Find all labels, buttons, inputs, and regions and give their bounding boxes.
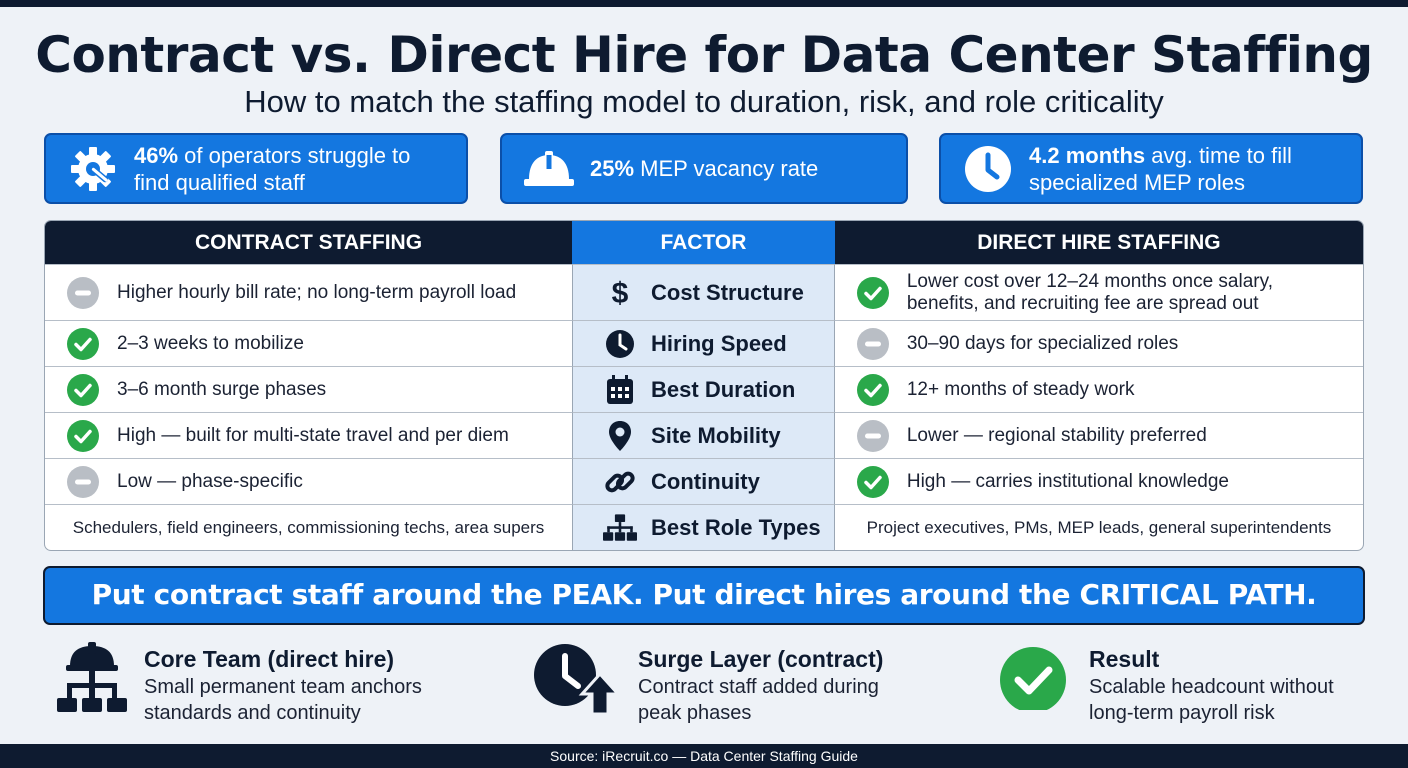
stat-text: of operators struggle to (178, 142, 411, 168)
stat-text-line2: find qualified staff (134, 169, 305, 195)
dollar-icon: $ (603, 278, 637, 308)
direct-hire-text: Project executives, PMs, MEP leads, gene… (866, 517, 1332, 537)
direct-hire-text: High — carries institutional knowledge (906, 470, 1229, 492)
factor-cell: Hiring Speed (572, 320, 835, 366)
factor-cell: Continuity (572, 458, 835, 504)
clock-arrow-up-icon (532, 640, 638, 725)
location-pin-icon (603, 420, 637, 452)
source-footer: Source: iRecruit.co — Data Center Staffi… (0, 744, 1408, 768)
contract-text: 3–6 month surge phases (117, 378, 327, 400)
contract-cell: High — built for multi-state travel and … (45, 412, 573, 458)
stat-text-line2: specialized MEP roles (1029, 169, 1246, 195)
surge-layer-title: Surge Layer (contract) (638, 646, 884, 672)
check-icon (67, 419, 99, 452)
minus-icon (67, 465, 99, 498)
direct-hire-text: 12+ months of steady work (906, 378, 1135, 400)
check-icon (856, 465, 889, 498)
calendar-icon (603, 374, 637, 405)
check-icon (856, 276, 889, 309)
result-title: Result (1089, 646, 1160, 672)
contract-text: 2–3 weeks to mobilize (117, 332, 304, 354)
direct-hire-text: 30–90 days for specialized roles (906, 332, 1179, 354)
check-circle-icon (999, 640, 1089, 725)
table-row: Low — phase-specific Continuity High — car… (45, 458, 1363, 504)
factor-cell: $ Cost Structure (572, 264, 835, 320)
stat-card-vacancy: 25% MEP vacancy rate (500, 133, 908, 204)
gear-wrench-icon (60, 144, 126, 194)
minus-icon (856, 419, 889, 452)
factor-cell: Site Mobility (572, 412, 835, 458)
factor-label: Site Mobility (651, 422, 781, 448)
minus-icon (856, 327, 889, 360)
core-team-item: Core Team (direct hire) Small permanent … (54, 640, 422, 725)
contract-text: High — built for multi-state travel and … (117, 424, 509, 446)
surge-layer-desc-2: peak phases (638, 702, 752, 724)
direct-hire-text-line2: benefits, and recruiting fee are spread … (906, 292, 1259, 314)
hard-hat-org-icon (54, 640, 144, 725)
minus-icon (67, 276, 99, 309)
direct-hire-cell: Project executives, PMs, MEP leads, gene… (834, 504, 1363, 550)
factor-label: Best Role Types (651, 514, 821, 540)
check-icon (67, 327, 99, 360)
factor-label: Continuity (651, 468, 760, 494)
contract-cell: 3–6 month surge phases (45, 366, 573, 412)
stat-value: 46% (134, 142, 179, 168)
table-row: High — built for multi-state travel and … (45, 412, 1363, 458)
clock-icon (603, 329, 637, 359)
contract-cell: Higher hourly bill rate; no long-term pa… (45, 264, 573, 320)
link-icon (603, 466, 637, 498)
table-header-row: CONTRACT STAFFING FACTOR DIRECT HIRE STA… (45, 221, 1363, 264)
direct-hire-cell: Lower cost over 12–24 months once salary… (834, 264, 1363, 320)
contract-text: Low — phase-specific (117, 470, 303, 492)
header-contract: CONTRACT STAFFING (45, 221, 573, 264)
stat-value: 4.2 months (1029, 142, 1146, 168)
svg-text:$: $ (612, 278, 629, 308)
factor-label: Best Duration (651, 376, 796, 402)
stat-value: 25% (590, 156, 635, 181)
result-desc-2: long-term payroll risk (1089, 702, 1275, 724)
core-team-desc-2: standards and continuity (144, 702, 361, 724)
contract-cell: Low — phase-specific (45, 458, 573, 504)
table-row: Schedulers, field engineers, commissioni… (45, 504, 1363, 550)
factor-cell: Best Duration (572, 366, 835, 412)
direct-hire-text: Lower — regional stability preferred (906, 424, 1207, 446)
core-team-title: Core Team (direct hire) (144, 646, 395, 672)
direct-hire-cell: 30–90 days for specialized roles (834, 320, 1363, 366)
page-subtitle: How to match the staffing model to durat… (244, 84, 1164, 119)
check-icon (67, 373, 99, 406)
table-row: Higher hourly bill rate; no long-term pa… (45, 264, 1363, 320)
direct-hire-cell: 12+ months of steady work (834, 366, 1363, 412)
result-desc-1: Scalable headcount without (1089, 676, 1334, 698)
org-chart-icon (603, 512, 638, 544)
check-icon (856, 373, 889, 406)
direct-hire-cell: Lower — regional stability preferred (834, 412, 1363, 458)
contract-cell: 2–3 weeks to mobilize (45, 320, 573, 366)
comparison-table: CONTRACT STAFFING FACTOR DIRECT HIRE STA… (44, 220, 1364, 551)
factor-label: Cost Structure (651, 279, 804, 305)
stat-text: avg. time to fill (1145, 142, 1292, 168)
core-team-desc-1: Small permanent team anchors (144, 676, 422, 698)
header-direct-hire: DIRECT HIRE STAFFING (834, 221, 1363, 264)
table-row: 3–6 month surge phases Best Duration 12+ m… (45, 366, 1363, 412)
stat-text: MEP vacancy rate (634, 156, 819, 181)
direct-hire-cell: High — carries institutional knowledge (834, 458, 1363, 504)
surge-layer-desc-1: Contract staff added during (638, 676, 879, 698)
factor-cell: Best Role Types (572, 504, 835, 550)
contract-text: Schedulers, field engineers, commissioni… (72, 517, 545, 537)
header-factor: FACTOR (572, 221, 835, 264)
direct-hire-text: Lower cost over 12–24 months once salary… (906, 270, 1273, 292)
clock-icon (955, 144, 1021, 194)
contract-text: Higher hourly bill rate; no long-term pa… (117, 281, 517, 303)
surge-layer-item: Surge Layer (contract) Contract staff ad… (532, 640, 883, 725)
top-bar (0, 0, 1408, 7)
contract-cell: Schedulers, field engineers, commissioni… (45, 504, 573, 550)
stat-card-time-to-fill: 4.2 months avg. time to fill specialized… (939, 133, 1363, 204)
table-row: 2–3 weeks to mobilize Hiring Speed 30–90 d… (45, 320, 1363, 366)
page-title: Contract vs. Direct Hire for Data Center… (35, 26, 1373, 84)
result-item: Result Scalable headcount without long-t… (999, 640, 1334, 725)
stat-card-operators: 46% of operators struggle to find qualif… (44, 133, 468, 204)
key-takeaway-banner: Put contract staff around the PEAK. Put … (43, 566, 1365, 625)
hard-hat-icon (516, 147, 582, 191)
factor-label: Hiring Speed (651, 330, 787, 356)
